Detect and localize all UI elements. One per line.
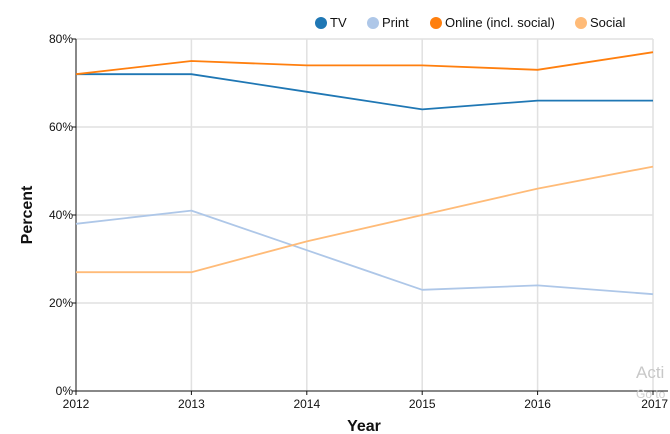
legend-label: Online (incl. social) [445,15,555,30]
x-tick-label: 2016 [524,397,551,411]
gridlines [76,38,654,391]
x-axis-title: Year [347,418,381,434]
axes [72,38,668,395]
series-line-tv [76,73,653,111]
series-lines [75,51,654,296]
legend-item-online-incl-social: Online (incl. social) [430,15,555,30]
legend-swatch [430,17,442,29]
y-axis-title: Percent [19,185,36,244]
watermark-line-2: Go to [636,387,666,401]
legend-label: TV [330,15,347,30]
legend-item-tv: TV [315,15,347,30]
watermark: Acti Go to [636,363,666,401]
legend-label: Print [382,15,409,30]
legend-item-social: Social [575,15,626,30]
series-line-social [76,165,654,274]
x-tick-label: 2014 [293,397,320,411]
legend: TV Print Online (incl. social) Social [315,15,626,30]
x-tick-label: 2013 [178,397,205,411]
y-tick-label: 20% [49,296,73,310]
x-tick-label: 2012 [63,397,90,411]
x-tick-label: 2017 [641,397,668,411]
tick-labels: 0% 20% 40% 60% 80% 2012 2013 2014 2015 2016 2017 [49,32,668,411]
y-tick-label: 0% [56,384,74,398]
series-line-print [75,209,654,296]
legend-swatch [575,17,587,29]
legend-swatch [367,17,379,29]
y-tick-label: 40% [49,208,73,222]
y-tick-label: 60% [49,120,73,134]
y-tick-label: 80% [49,32,73,46]
legend-item-print: Print [367,15,409,30]
x-tick-label: 2015 [409,397,436,411]
watermark-line-1: Acti [636,363,664,382]
series-line-online-incl-social [75,51,654,76]
legend-swatch [315,17,327,29]
legend-label: Social [590,15,626,30]
